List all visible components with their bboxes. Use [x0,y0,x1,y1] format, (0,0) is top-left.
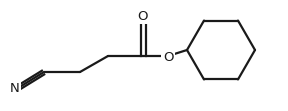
Text: O: O [138,10,148,23]
Text: N: N [10,81,20,94]
Text: O: O [163,51,173,63]
